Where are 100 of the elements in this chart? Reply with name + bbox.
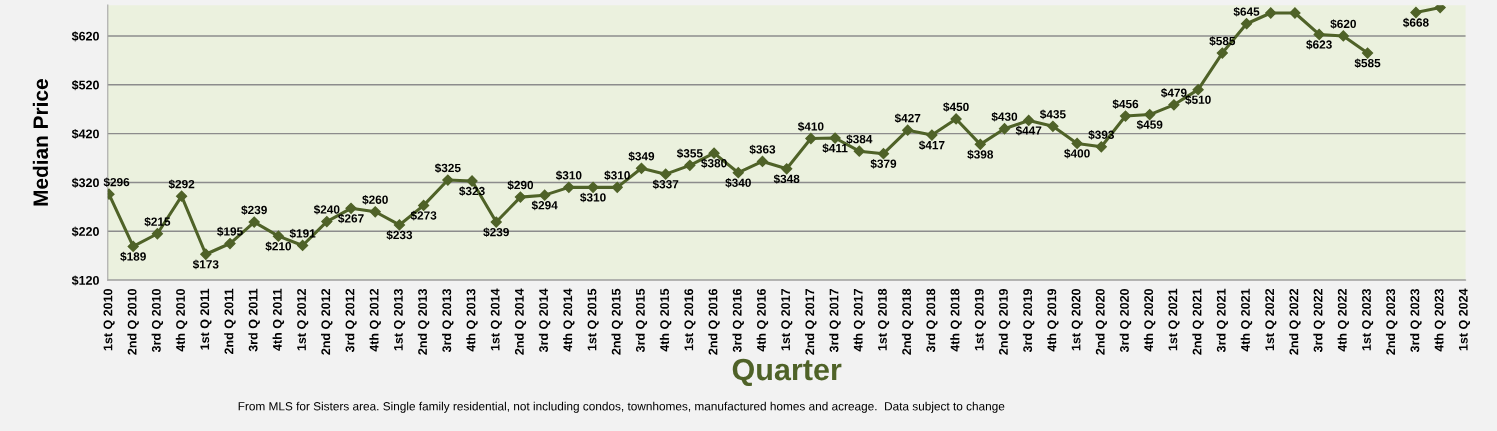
x-tick-label: 2nd Q 2013 (417, 288, 430, 355)
point (248, 216, 260, 228)
data-label: $479 (1160, 88, 1187, 98)
x-tick-label: 1st Q 2012 (297, 288, 309, 351)
point (1216, 47, 1228, 59)
point (200, 248, 212, 260)
y-tick-label: $120 (71, 275, 99, 286)
x-tick-label: 3rd Q 2017 (829, 289, 841, 353)
point (1192, 84, 1204, 96)
data-label: $195 (217, 226, 243, 237)
y-tick-label: $220 (71, 226, 99, 237)
data-label: $310 (580, 192, 606, 203)
point (563, 181, 575, 193)
x-tick-label: 4th Q 2011 (272, 288, 285, 351)
x-tick-label: 4th Q 2021 (1240, 288, 1253, 352)
point (998, 123, 1011, 135)
y-tick-label: $420 (71, 128, 99, 140)
data-label: $459 (1136, 119, 1163, 130)
point (297, 239, 309, 252)
point (151, 228, 164, 240)
x-tick-label: 3rd Q 2018 (926, 288, 938, 353)
x-tick-label: 2nd Q 2016 (708, 288, 720, 355)
data-label: $239 (483, 227, 509, 238)
x-tick-label: 3rd Q 2020 (1119, 288, 1132, 353)
data-label: $430 (991, 111, 1018, 122)
data-label: $173 (192, 259, 219, 270)
x-tick-label: 2nd Q 2012 (320, 288, 333, 355)
point (756, 155, 769, 168)
point (1168, 99, 1180, 111)
x-axis-title: Quarter (732, 358, 842, 387)
y-axis-title: Median Price (32, 79, 49, 206)
point (1240, 18, 1253, 30)
x-tick-label: 1st Q 2022 (1265, 288, 1277, 351)
data-label: $273 (410, 210, 437, 221)
x-tick-label: 2nd Q 2023 (1385, 288, 1398, 355)
data-label: $310 (604, 170, 630, 181)
x-tick-label: 2nd Q 2017 (805, 289, 817, 355)
x-tick-label: 4th Q 2013 (466, 288, 478, 352)
x-tick-label: 1st Q 2016 (684, 288, 696, 351)
point (708, 147, 720, 159)
y-tick-label: $520 (71, 80, 99, 91)
point (1337, 30, 1349, 42)
point (1095, 141, 1107, 153)
x-tick-label: 4th Q 2020 (1143, 288, 1156, 352)
data-label: $510 (1185, 95, 1211, 105)
data-label: $623 (1306, 39, 1332, 50)
point (1361, 47, 1374, 59)
x-tick-label: 3rd Q 2015 (635, 288, 648, 353)
point (369, 206, 381, 218)
point (393, 219, 406, 231)
data-label: $325 (434, 163, 461, 173)
data-label: $189 (120, 251, 146, 262)
x-tick-label: 1st Q 2015 (587, 288, 599, 351)
data-label: $210 (265, 241, 292, 252)
x-tick-label: 4th Q 2010 (175, 288, 188, 352)
x-tick-label: 2nd Q 2021 (1192, 288, 1204, 355)
data-label: $296 (103, 177, 130, 188)
x-tick-label: 2nd Q 2022 (1289, 288, 1301, 355)
y-tick-label: $320 (71, 177, 99, 188)
point (1144, 108, 1156, 121)
x-tick-label: 3rd Q 2010 (151, 288, 164, 353)
x-tick-label: 3rd Q 2016 (732, 288, 744, 353)
text: From MLS for Sisters area. Single family residential, not including condos, townhomes, manufactured homes and acreage. Data subject to change (238, 401, 1005, 413)
x-tick-label: 2nd Q 2020 (1095, 288, 1107, 355)
data-label: $290 (507, 180, 534, 190)
x-tick-label: 3rd Q 2013 (442, 288, 454, 353)
data-label: $450 (943, 102, 969, 112)
x-tick-label: 4th Q 2017 (853, 289, 865, 352)
x-tick-label: 1st Q 2013 (393, 288, 406, 351)
x-tick-label: 1st Q 2017 (781, 289, 793, 351)
x-tick-label: 1st Q 2014 (490, 288, 502, 351)
data-label: $337 (652, 179, 679, 190)
data-label: $348 (773, 174, 800, 184)
x-tick-label: 1st Q 2020 (1071, 288, 1083, 351)
point (490, 216, 502, 228)
point (514, 191, 527, 203)
x-tick-label: 1st Q 2010 (103, 288, 115, 351)
point (587, 181, 599, 193)
point (684, 159, 696, 171)
x-tick-label: 1st Q 2018 (877, 288, 890, 351)
data-label: $417 (918, 140, 945, 151)
point (321, 215, 333, 228)
data-label: $456 (1112, 99, 1139, 109)
data-label: $411 (822, 143, 848, 154)
data-label: $447 (1015, 125, 1042, 136)
x-tick-label: 3rd Q 2023 (1410, 288, 1422, 353)
data-label: $340 (725, 178, 751, 188)
x-tick-label: 3rd Q 2019 (1022, 288, 1035, 353)
point (418, 199, 430, 212)
x-tick-label: 4th Q 2014 (563, 288, 575, 352)
data-label: $435 (1039, 109, 1066, 120)
x-tick-label: 1st Q 2023 (1362, 288, 1374, 351)
x-tick-label: 1st Q 2021 (1168, 288, 1180, 351)
point (224, 237, 236, 250)
x-tick-label: 4th Q 2012 (369, 288, 381, 352)
point (902, 124, 914, 136)
point (1047, 120, 1059, 132)
point (635, 162, 648, 174)
data-label: $310 (555, 170, 582, 181)
x-tick-label: 2nd Q 2011 (224, 288, 236, 355)
